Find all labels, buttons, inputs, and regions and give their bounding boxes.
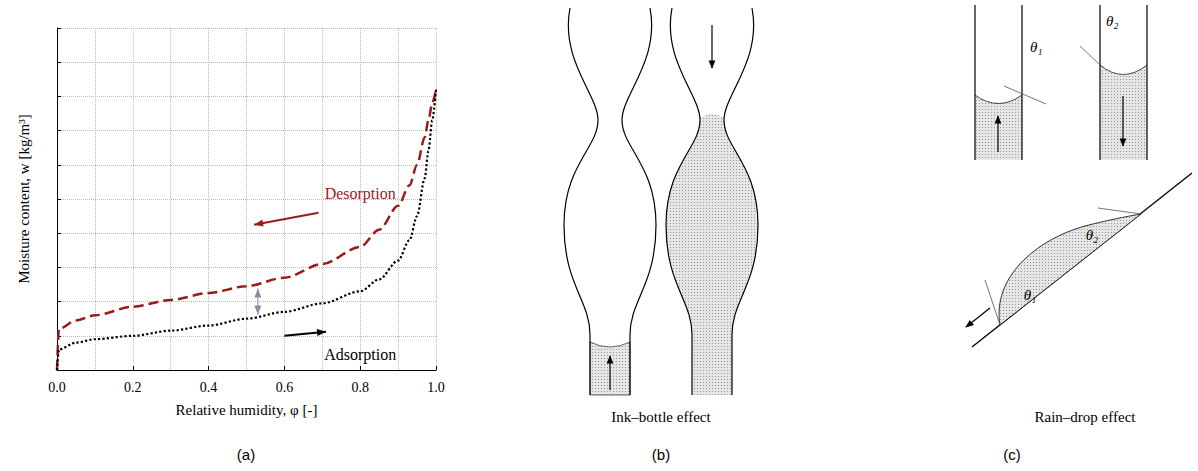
svg-text:0.6: 0.6 <box>276 380 294 395</box>
svg-text:0.0: 0.0 <box>48 380 66 395</box>
svg-text:1.0: 1.0 <box>427 380 445 395</box>
svg-text:θ₂: θ₂ <box>1106 13 1119 29</box>
svg-text:0.2: 0.2 <box>124 380 142 395</box>
svg-text:(c): (c) <box>1003 446 1021 463</box>
svg-text:Ink–bottle effect: Ink–bottle effect <box>611 409 711 425</box>
svg-text:Adsorption: Adsorption <box>324 346 396 364</box>
svg-text:Moisture content, w [kg/m³]: Moisture content, w [kg/m³] <box>16 114 32 283</box>
svg-text:Relative humidity, φ [-]: Relative humidity, φ [-] <box>176 402 318 418</box>
svg-text:Rain–drop effect: Rain–drop effect <box>1035 409 1137 425</box>
svg-text:θ₂: θ₂ <box>1086 227 1099 243</box>
svg-text:Desorption: Desorption <box>325 185 396 203</box>
svg-text:(b): (b) <box>652 446 670 463</box>
svg-text:0.4: 0.4 <box>200 380 218 395</box>
svg-text:θ₁: θ₁ <box>1024 287 1037 303</box>
svg-text:0.8: 0.8 <box>351 380 369 395</box>
svg-text:θ₁: θ₁ <box>1030 39 1043 55</box>
svg-text:(a): (a) <box>237 446 255 463</box>
